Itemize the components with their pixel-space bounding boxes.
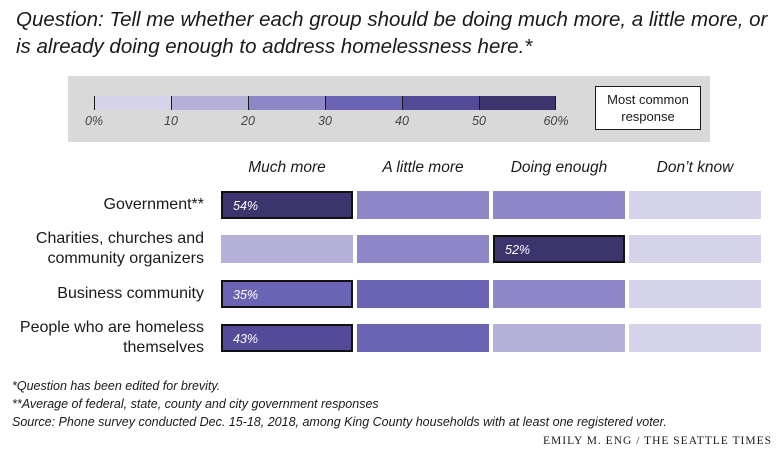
scale-segment — [325, 96, 402, 110]
color-scale — [94, 96, 556, 110]
heatmap-cell-most-common: 35% — [221, 280, 353, 308]
row-label: Government** — [103, 196, 205, 213]
scale-tick — [248, 96, 249, 110]
scale-tick-label: 40 — [395, 114, 409, 128]
heatmap-cell — [493, 191, 625, 219]
heatmap-cell — [629, 280, 761, 308]
most-common-legend: Most common response — [595, 86, 701, 130]
heatmap-cell — [493, 324, 625, 352]
heatmap-cell-most-common: 54% — [221, 191, 353, 219]
scale-tick — [555, 96, 556, 110]
column-header: Much more — [248, 159, 326, 176]
cell-value-label: 54% — [233, 199, 259, 213]
footnote-2: **Average of federal, state, county and … — [12, 397, 379, 411]
scale-tick — [479, 96, 480, 110]
scale-tick — [402, 96, 403, 110]
credit-line: EMILY M. ENG / THE SEATTLE TIMES — [543, 435, 772, 447]
heatmap-cell-most-common: 52% — [493, 235, 625, 263]
color-scale-labels: 0% 10 20 30 40 50 60% — [85, 114, 569, 130]
scale-tick-label: 60% — [543, 114, 569, 128]
column-header: A little more — [382, 159, 464, 176]
scale-segment — [402, 96, 479, 110]
row-label: People who are homeless themselves — [19, 319, 204, 356]
heatmap-cell — [357, 324, 489, 352]
heatmap-cell — [357, 280, 489, 308]
heatmap-cell-most-common: 43% — [221, 324, 353, 352]
scale-tick-label: 0% — [84, 114, 104, 128]
cell-value-label: 52% — [505, 243, 531, 257]
scale-segment — [94, 96, 171, 110]
column-header: Doing enough — [510, 159, 608, 176]
scale-segment — [479, 96, 556, 110]
cell-value-label: 35% — [233, 288, 259, 302]
scale-tick-label: 10 — [164, 114, 178, 128]
chart-title: Question: Tell me whether each group sho… — [16, 8, 768, 58]
heatmap-cell — [493, 280, 625, 308]
footnote-1: *Question has been edited for brevity. — [12, 379, 221, 393]
scale-tick — [325, 96, 326, 110]
scale-segment — [248, 96, 325, 110]
heatmap-cell — [221, 235, 353, 263]
scale-segment — [171, 96, 248, 110]
heatmap-cell — [357, 191, 489, 219]
heatmap-cell — [629, 324, 761, 352]
scale-tick — [171, 96, 172, 110]
column-header: Don’t know — [656, 159, 734, 176]
cell-value-label: 43% — [233, 332, 259, 346]
row-label: Business community — [57, 285, 204, 302]
row-label: Charities, churches and community organi… — [35, 230, 204, 267]
footnotes: *Question has been edited for brevity. *… — [12, 377, 772, 431]
heatmap-cell — [629, 235, 761, 263]
scale-tick-label: 30 — [318, 114, 332, 128]
heatmap-cell — [629, 191, 761, 219]
heatmap-cell — [357, 235, 489, 263]
scale-tick-label: 50 — [472, 114, 486, 128]
source-note: Source: Phone survey conducted Dec. 15-1… — [12, 415, 667, 429]
scale-tick — [94, 96, 95, 110]
scale-tick-label: 20 — [241, 114, 255, 128]
